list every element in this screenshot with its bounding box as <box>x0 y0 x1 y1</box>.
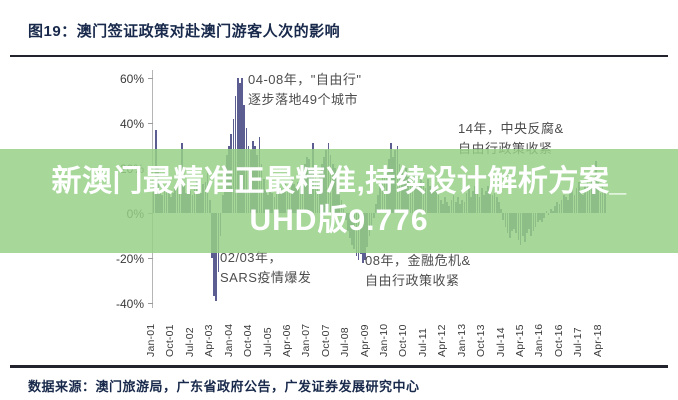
annotation-line: 04-08年，"自由行" <box>248 72 362 87</box>
x-axis-tick-label: Jul-17 <box>572 327 585 357</box>
bar <box>236 78 239 213</box>
bar <box>215 213 218 301</box>
x-axis-tick-label: Apr-03 <box>203 324 216 357</box>
x-axis-tick-label: Oct-13 <box>475 324 488 357</box>
y-axis-tick <box>148 78 153 79</box>
y-axis-tick <box>148 123 153 124</box>
x-axis-tick-label: Apr-15 <box>513 324 526 357</box>
x-axis-tick-label: Jan-13 <box>455 323 468 357</box>
x-axis-tick-label: Jan-01 <box>145 323 157 357</box>
x-axis-tick-label: Jul-05 <box>261 327 274 357</box>
watermark-banner: 新澳门最精准正最精准,持续设计解析方案_ UHD版9.776 <box>0 149 678 253</box>
data-source-note: 数据来源：澳门旅游局，广东省政府公告，广发证券发展研究中心 <box>28 379 420 394</box>
annotation-line: 逐步落地49个城市 <box>248 92 358 108</box>
watermark-text-line1: 新澳门最精准正最精准,持续设计解析方案_ <box>51 165 627 198</box>
x-axis-tick-label: Jan-16 <box>533 323 546 357</box>
x-axis-tick-label: Jul-08 <box>339 327 352 357</box>
watermark-text-line2: UHD版9.776 <box>249 204 429 237</box>
figure-title: 图19：澳门签证政策对赴澳门游客人次的影响 <box>28 23 341 40</box>
x-axis-tick-label: Oct-04 <box>242 324 255 357</box>
x-axis-tick-label: Apr-06 <box>280 324 293 357</box>
y-axis-tick <box>148 303 153 304</box>
bar <box>239 82 241 213</box>
y-axis-tick <box>148 258 153 259</box>
annotation-free-travel: 04-08年，"自由行" 逐步落地49个城市 <box>248 70 361 110</box>
annotation-line: 02/03年， <box>220 250 283 265</box>
x-axis-tick-label: Jul-14 <box>494 327 507 357</box>
y-axis-tick-label: 60% <box>119 71 144 86</box>
x-axis-tick-label: Jan-07 <box>300 323 313 357</box>
annotation-financial-crisis: 08年，金融危机& 自由行政策收紧 <box>365 251 471 291</box>
top-divider <box>10 55 668 57</box>
x-axis-tick-label: Jul-11 <box>416 327 429 357</box>
x-axis-tick-label: Apr-18 <box>591 324 604 357</box>
x-axis-tick-label: Oct-16 <box>552 324 565 357</box>
bar <box>213 213 215 297</box>
x-axis-tick-label: Oct-01 <box>164 324 177 357</box>
bar <box>241 78 243 213</box>
y-axis-tick-label: -40% <box>115 296 144 311</box>
y-axis-tick-label: -20% <box>115 251 144 266</box>
bottom-divider <box>10 365 668 368</box>
annotation-line: 08年，金融危机& <box>365 253 471 268</box>
annotation-sars: 02/03年， SARS疫情爆发 <box>220 248 311 288</box>
x-axis-tick-label: Jan-10 <box>378 323 391 357</box>
x-axis-tick-label: Jul-02 <box>183 327 196 357</box>
annotation-line: 14年，中央反腐& <box>458 121 564 136</box>
y-axis-tick-label: 40% <box>119 116 144 131</box>
x-axis-tick-label: Apr-09 <box>358 324 371 357</box>
annotation-line: 自由行政策收紧 <box>365 273 460 289</box>
x-axis-tick-label: Oct-10 <box>397 324 410 357</box>
annotation-line: SARS疫情爆发 <box>220 270 312 286</box>
x-axis-tick-label: Oct-07 <box>319 324 332 357</box>
x-axis-tick-label: Jan-04 <box>222 323 235 357</box>
x-axis-tick-label: Apr-12 <box>436 324 449 357</box>
